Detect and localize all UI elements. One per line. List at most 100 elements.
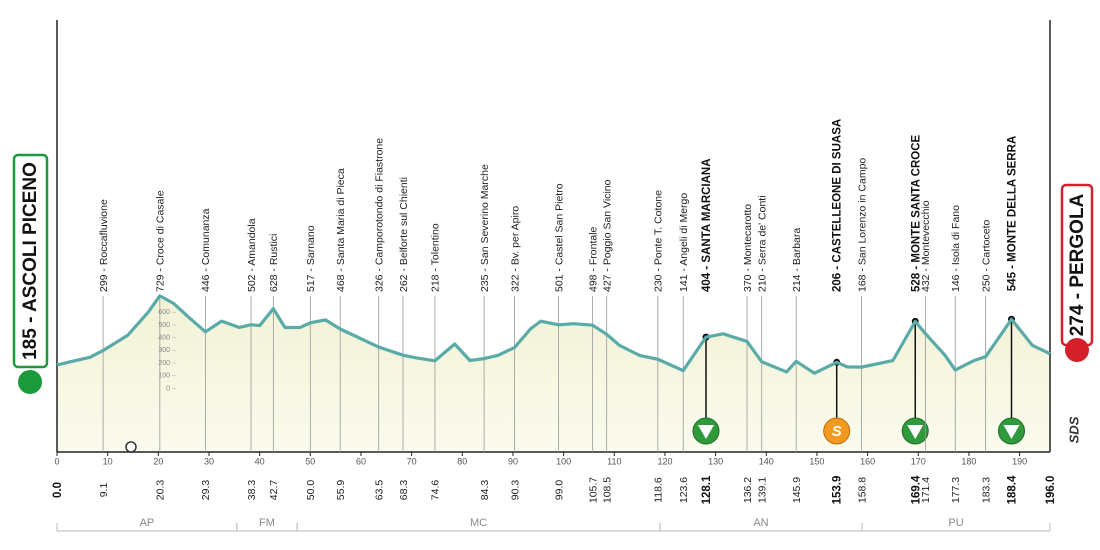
region-label: AN [753, 517, 768, 529]
finish-label: 274 - PERGOLA [1067, 193, 1088, 336]
waypoint-label: 427 - Poggio San Vicino [601, 179, 613, 292]
km-label: 74.6 [430, 480, 442, 501]
x-tick-label: 0 [54, 456, 59, 466]
elevation-tick-label: 500 [158, 322, 170, 329]
region-label: PU [948, 517, 963, 529]
km-label: 139.1 [757, 477, 769, 503]
km-label: 20.3 [155, 480, 167, 501]
km-label: 99.0 [553, 480, 565, 501]
km-label: 123.6 [678, 477, 690, 503]
x-tick-label: 110 [607, 456, 621, 466]
profile-line [56, 294, 1051, 375]
km-label: 38.3 [246, 480, 258, 501]
km-label: 42.7 [268, 480, 280, 501]
waypoint-label: 432 - Montevecchio [920, 200, 932, 292]
climb-arrow [907, 425, 924, 439]
km-label: 169.4 [910, 475, 922, 504]
start-icon [18, 370, 42, 394]
km-label: 145.9 [791, 477, 803, 503]
waypoint-label: 214 - Barbara [791, 228, 803, 292]
km-label: 136.2 [742, 477, 754, 503]
waypoint-label: 545 - MONTE DELLA SERRA [1007, 136, 1019, 291]
waypoint-label: 210 - Serra de' Conti [757, 195, 769, 292]
waypoint-label: 502 - Amandola [246, 218, 258, 292]
x-tick-label: 120 [657, 456, 672, 466]
waypoint-label: 206 - CASTELLEONE DI SUASA [832, 119, 844, 292]
climb-arrow [1003, 425, 1020, 439]
x-tick-label: 70 [407, 456, 417, 466]
km-label: 55.9 [335, 480, 347, 501]
waypoint-label: 230 - Ponte T. Cotone [653, 190, 665, 292]
elevation-tick-label: 600 [158, 309, 170, 316]
km-label: 128.1 [701, 475, 713, 504]
elevation-tick-label: 200 [158, 360, 170, 367]
waypoint-label: 326 - Camporotondo di Fiastrone [373, 138, 385, 292]
waypoint-label: 468 - Santa Maria di Pieca [335, 168, 347, 292]
sprint-symbol: S [832, 423, 842, 440]
km-label: 183.3 [980, 477, 992, 503]
waypoint-label: 235 - San Severino Marche [479, 164, 491, 292]
km-label: 29.3 [200, 480, 212, 501]
x-tick-label: 40 [255, 456, 265, 466]
km-label: 105.7 [587, 477, 599, 503]
x-tick-label: 30 [204, 456, 214, 466]
x-tick-label: 140 [759, 456, 774, 466]
waypoint-label: 141 - Angeli di Mergo [678, 193, 690, 292]
waypoint-label: 446 - Comunanza [200, 208, 212, 292]
km-label: 177.3 [950, 477, 962, 503]
x-tick-label: 160 [860, 456, 875, 466]
km-label: 196.0 [1045, 476, 1057, 505]
profile-area [57, 295, 1050, 452]
region-label: FM [259, 517, 275, 529]
waypoint-label: 498 - Frontale [587, 226, 599, 292]
km-label: 0.0 [52, 482, 64, 498]
sprint-marker [823, 417, 851, 445]
km-label: 84.3 [479, 480, 491, 501]
km-label: 118.6 [653, 477, 665, 503]
waypoint-label: 517 - Sarnano [305, 225, 317, 292]
x-tick-label: 150 [809, 456, 824, 466]
km-label: 90.3 [509, 480, 521, 501]
waypoint-label: 729 - Croce di Casale [155, 190, 167, 292]
waypoint-label: 322 - Bv. per Apiro [509, 206, 521, 292]
x-tick-label: 50 [305, 456, 315, 466]
waypoint-label: 299 - Roccafluvione [98, 199, 110, 292]
elevation-tick-label: 400 [158, 334, 170, 341]
x-tick-label: 180 [961, 456, 976, 466]
km-label: 9.1 [98, 483, 110, 498]
waypoint-label: 218 - Tolentino [430, 223, 442, 292]
x-tick-label: 60 [356, 456, 366, 466]
km-label: 153.9 [832, 476, 844, 505]
x-tick-label: 20 [153, 456, 163, 466]
logo: SDS [1066, 416, 1081, 443]
start-box [12, 153, 49, 369]
feed-zone-icon [125, 441, 137, 453]
x-tick-label: 190 [1012, 456, 1027, 466]
region-label: MC [470, 517, 487, 529]
waypoint-label: 404 - SANTA MARCIANA [701, 158, 713, 292]
region-label: AP [140, 517, 155, 529]
x-tick-label: 100 [556, 456, 571, 466]
waypoint-label: 262 - Belforte sul Chienti [398, 177, 410, 292]
waypoint-label: 628 - Rustici [268, 234, 280, 292]
finish-icon [1065, 338, 1089, 362]
waypoint-label: 370 - Montecarotto [742, 204, 754, 292]
start-label: 185 - ASCOLI PICENO [20, 162, 41, 360]
waypoint-label: 528 - MONTE SANTA CROCE [910, 134, 922, 292]
km-label: 68.3 [398, 480, 410, 501]
km-label: 50.0 [305, 480, 317, 501]
km-label: 188.4 [1007, 475, 1019, 504]
waypoint-label: 168 - San Lorenzo in Campo [856, 158, 868, 292]
km-label: 63.5 [373, 480, 385, 501]
waypoint-label: 146 - Isola di Fano [950, 205, 962, 292]
x-tick-label: 90 [508, 456, 518, 466]
km-label: 171.4 [920, 477, 932, 503]
km-label: 108.5 [601, 477, 613, 503]
x-tick-label: 80 [457, 456, 467, 466]
elevation-tick-label: 100 [158, 373, 170, 380]
climb-arrow [697, 425, 714, 439]
elevation-tick-label: 300 [158, 347, 170, 354]
x-tick-label: 170 [911, 456, 926, 466]
waypoint-label: 250 - Cartoceto [980, 219, 992, 292]
